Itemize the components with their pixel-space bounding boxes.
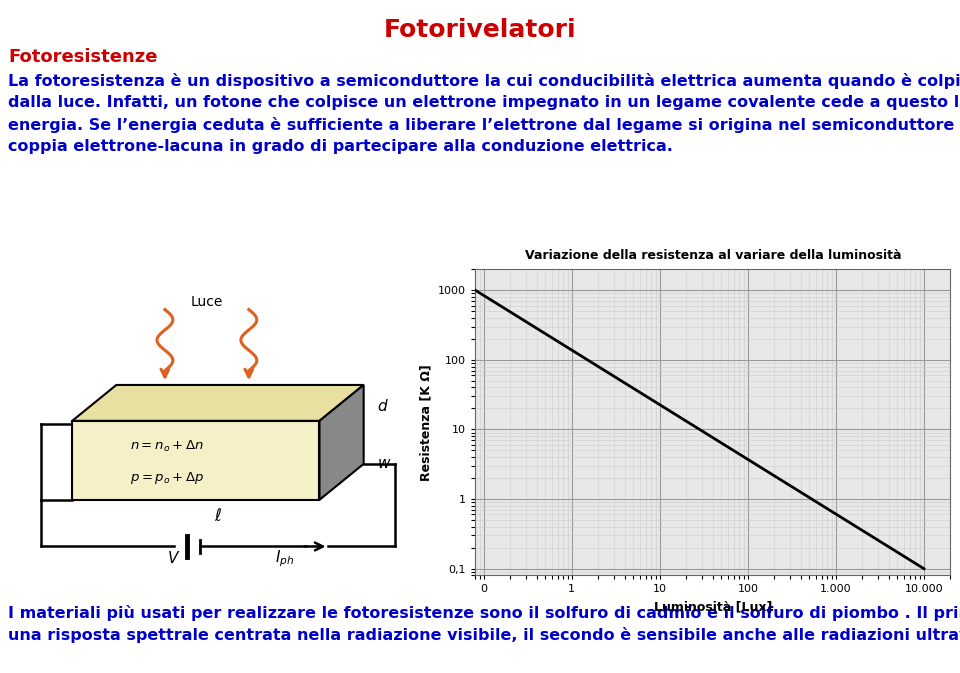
Text: energia. Se l’energia ceduta è sufficiente a liberare l’elettrone dal legame si : energia. Se l’energia ceduta è sufficien… bbox=[8, 117, 960, 133]
Text: $w$: $w$ bbox=[377, 456, 392, 471]
Text: $I_{ph}$: $I_{ph}$ bbox=[275, 548, 294, 569]
X-axis label: Luminosità [Lux]: Luminosità [Lux] bbox=[654, 600, 772, 613]
Text: coppia elettrone-lacuna in grado di partecipare alla conduzione elettrica.: coppia elettrone-lacuna in grado di part… bbox=[8, 139, 673, 154]
Y-axis label: Resistenza [K Ω]: Resistenza [K Ω] bbox=[420, 364, 433, 481]
Text: $V$: $V$ bbox=[167, 550, 180, 565]
Text: $\ell$: $\ell$ bbox=[214, 507, 222, 525]
Polygon shape bbox=[72, 421, 320, 500]
Text: La fotoresistenza è un dispositivo a semiconduttore la cui conducibilità elettri: La fotoresistenza è un dispositivo a sem… bbox=[8, 73, 960, 89]
Text: $n = n_o + \Delta n$: $n = n_o + \Delta n$ bbox=[130, 438, 204, 454]
Text: Fotorivelatori: Fotorivelatori bbox=[384, 18, 576, 42]
Text: Luce: Luce bbox=[191, 295, 223, 310]
Title: Variazione della resistenza al variare della luminosità: Variazione della resistenza al variare d… bbox=[524, 250, 901, 262]
Text: Fotoresistenze: Fotoresistenze bbox=[8, 48, 157, 66]
Polygon shape bbox=[72, 385, 364, 421]
Text: dalla luce. Infatti, un fotone che colpisce un elettrone impegnato in un legame : dalla luce. Infatti, un fotone che colpi… bbox=[8, 95, 960, 110]
Text: una risposta spettrale centrata nella radiazione visibile, il secondo è sensibil: una risposta spettrale centrata nella ra… bbox=[8, 627, 960, 643]
Text: $p = p_o + \Delta p$: $p = p_o + \Delta p$ bbox=[130, 470, 204, 487]
Polygon shape bbox=[320, 385, 364, 500]
Text: I materiali più usati per realizzare le fotoresistenze sono il solfuro di cadmio: I materiali più usati per realizzare le … bbox=[8, 605, 960, 621]
Text: $d$: $d$ bbox=[377, 398, 389, 415]
